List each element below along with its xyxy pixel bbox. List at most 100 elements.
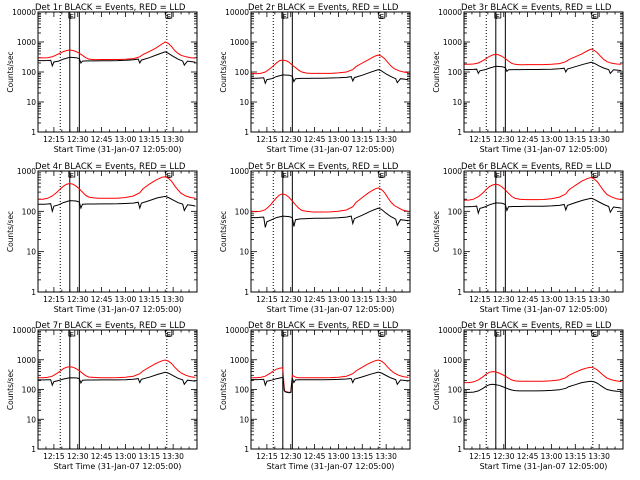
plot-frame (463, 11, 624, 133)
flag-label: F (496, 172, 500, 180)
flag-label: E (167, 13, 171, 21)
panel-title: Det 1r BLACK = Events, RED = LLD (35, 3, 186, 13)
y-tick-label: 1 (457, 445, 462, 454)
series-line-events (251, 207, 409, 228)
x-tick-label: 13:15 (138, 135, 160, 144)
flag-label: F (283, 331, 287, 339)
series-line-lld (250, 359, 409, 393)
y-tick-label: 10 (452, 415, 462, 424)
y-axis-label: Counts/sec (6, 51, 15, 92)
y-tick-label: 1000 (17, 167, 36, 176)
x-tick-label: 12:15 (43, 135, 65, 144)
y-axis-label: Counts/sec (219, 369, 228, 410)
plot-frame (250, 11, 411, 133)
y-tick-label: 10 (239, 415, 249, 424)
x-tick-label: 12:15 (43, 295, 65, 304)
x-tick-label: 12:30 (493, 452, 515, 461)
y-tick-label: 1000 (443, 356, 462, 365)
x-tick-label: 13:00 (541, 295, 563, 304)
y-tick-label: 10 (26, 98, 36, 107)
x-axis-label: Start Time (31-Jan-07 12:05:00) (54, 305, 182, 314)
plot-frame (37, 170, 198, 293)
x-tick-label: 12:30 (67, 135, 89, 144)
x-tick-label: 12:30 (280, 452, 302, 461)
flag-label: F (496, 13, 500, 21)
x-tick-label: 13:00 (115, 135, 137, 144)
x-tick-label: 13:15 (351, 295, 373, 304)
x-tick-label: 12:15 (43, 452, 65, 461)
x-tick-label: 13:00 (328, 452, 350, 461)
y-tick-label: 1000 (443, 167, 462, 176)
flag-label: F (70, 331, 74, 339)
series-line-events (38, 195, 196, 214)
x-tick-label: 13:30 (588, 452, 610, 461)
x-tick-label: 12:30 (280, 135, 302, 144)
y-tick-label: 100 (22, 386, 37, 395)
series-line-events (38, 371, 196, 387)
y-tick-label: 1 (31, 288, 36, 297)
x-tick-label: 13:15 (351, 452, 373, 461)
y-tick-label: 10000 (438, 8, 462, 17)
x-tick-label: 12:30 (67, 295, 89, 304)
y-tick-label: 100 (235, 68, 250, 77)
x-axis-label: Start Time (31-Jan-07 12:05:00) (54, 145, 182, 154)
panel-title: Det 5r BLACK = Events, RED = LLD (248, 162, 399, 172)
flag-label: E (380, 172, 384, 180)
x-tick-label: 12:45 (91, 135, 113, 144)
plot-frame (250, 170, 411, 293)
y-tick-label: 1 (31, 128, 36, 137)
x-axis-label: Start Time (31-Jan-07 12:05:00) (267, 462, 395, 471)
x-tick-label: 12:45 (304, 452, 326, 461)
x-tick-label: 12:30 (67, 452, 89, 461)
x-tick-label: 13:00 (541, 452, 563, 461)
x-tick-label: 12:45 (517, 295, 539, 304)
series-line-events (464, 61, 622, 75)
x-tick-label: 13:30 (162, 135, 184, 144)
panel-title: Det 3r BLACK = Events, RED = LLD (461, 3, 612, 13)
flag-label: E (380, 331, 384, 339)
y-axis-label: Counts/sec (432, 369, 441, 410)
x-tick-label: 13:30 (588, 295, 610, 304)
y-tick-label: 100 (22, 68, 37, 77)
flag-label: F (283, 172, 287, 180)
y-tick-label: 100 (235, 386, 250, 395)
flag-label: E (167, 172, 171, 180)
x-tick-label: 12:45 (304, 295, 326, 304)
y-tick-label: 100 (448, 207, 463, 216)
flag-label: E (380, 13, 384, 21)
y-tick-label: 1000 (17, 356, 36, 365)
y-axis-label: Counts/sec (219, 51, 228, 92)
x-tick-label: 13:30 (162, 452, 184, 461)
panel-title: Det 2r BLACK = Events, RED = LLD (248, 3, 399, 13)
y-tick-label: 1000 (443, 38, 462, 47)
x-axis-label: Start Time (31-Jan-07 12:05:00) (267, 145, 395, 154)
x-tick-label: 13:15 (351, 135, 373, 144)
y-tick-label: 10 (26, 415, 36, 424)
y-tick-label: 100 (235, 207, 250, 216)
y-tick-label: 1 (244, 288, 249, 297)
y-tick-label: 1 (244, 445, 249, 454)
series-line-lld (464, 48, 622, 66)
x-tick-label: 12:30 (280, 295, 302, 304)
series-line-lld (464, 366, 622, 384)
plot-frame (37, 11, 198, 133)
x-tick-label: 13:00 (541, 135, 563, 144)
series-line-events (464, 380, 622, 393)
y-axis-label: Counts/sec (6, 211, 15, 252)
y-tick-label: 100 (448, 68, 463, 77)
y-tick-label: 10 (26, 248, 36, 257)
y-tick-label: 10000 (12, 326, 36, 335)
y-tick-label: 10000 (438, 326, 462, 335)
x-tick-label: 13:15 (564, 452, 586, 461)
y-tick-label: 1000 (230, 38, 249, 47)
x-tick-label: 13:15 (564, 135, 586, 144)
flag-label: E (593, 13, 597, 21)
x-tick-label: 13:15 (138, 452, 160, 461)
y-axis-label: Counts/sec (219, 211, 228, 252)
y-axis-label: Counts/sec (432, 211, 441, 252)
y-tick-label: 10000 (225, 8, 249, 17)
